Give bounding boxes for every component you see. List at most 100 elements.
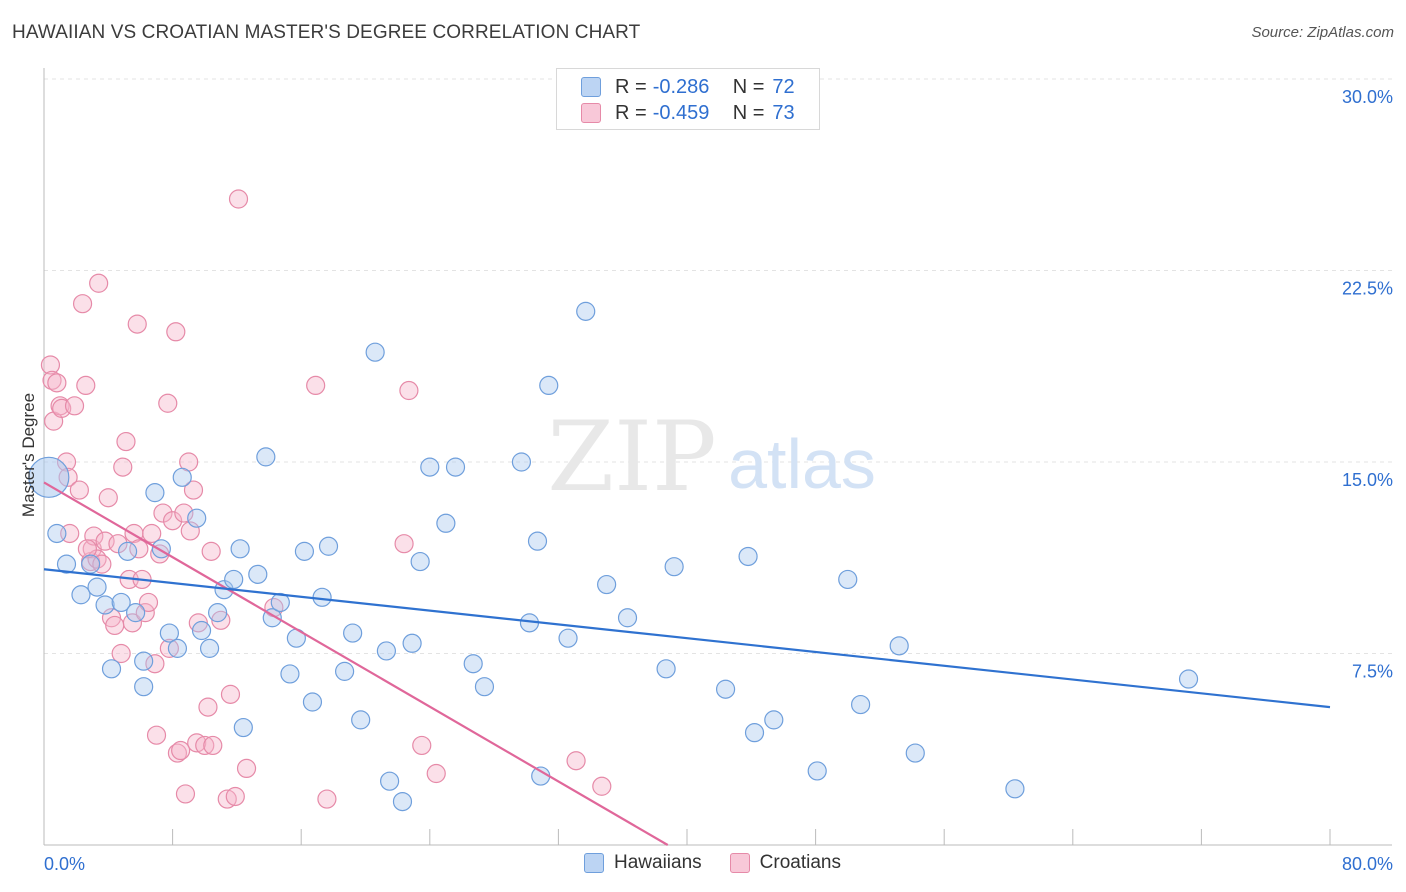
hawaiians-point: [56, 554, 77, 574]
hawaiians-point: [81, 554, 101, 574]
croatians-point: [92, 554, 112, 574]
legend-label-hawaiians: Hawaiians: [614, 852, 702, 873]
croatians-point: [412, 735, 432, 756]
hawaiians-point: [28, 456, 70, 498]
croatians-point: [426, 763, 446, 784]
legend-r-label: R =: [615, 75, 647, 98]
croatians-point: [592, 776, 612, 796]
hawaiians-point: [558, 628, 578, 648]
croatians-point: [135, 603, 155, 623]
hawaiians-point: [656, 659, 676, 679]
croatians-point: [174, 503, 194, 523]
y-axis-label: Master's Degree: [19, 393, 38, 517]
hawaiians-point: [199, 638, 220, 658]
hawaiians-point: [597, 574, 617, 595]
hawaiians-point: [145, 483, 165, 503]
legend-n-value: 72: [772, 75, 795, 98]
hawaiians-point: [248, 564, 268, 584]
stats-legend: R = -0.286 N = 72 R = -0.459 N = 73: [556, 68, 820, 130]
croatians-point: [317, 789, 337, 809]
hawaiians-point: [101, 659, 122, 679]
croatians-point: [203, 735, 223, 756]
watermark-zip: ZIP: [547, 401, 716, 513]
croatians-point: [40, 355, 61, 375]
hawaiians-point: [256, 447, 276, 467]
legend-n-label: N =: [732, 75, 765, 98]
croatians-point: [163, 511, 183, 531]
hawaiians-point: [233, 717, 253, 738]
croatians-point: [142, 523, 162, 544]
hawaiians-point: [1005, 779, 1025, 799]
y-tick-label: 15.0%: [1342, 470, 1393, 490]
hawaiians-point: [172, 467, 192, 487]
croatians-point: [195, 735, 215, 756]
hawaiians-point: [111, 592, 131, 613]
y-tick-label: 30.0%: [1342, 87, 1393, 107]
hawaiians-point: [134, 651, 154, 671]
hawaiians-point: [117, 541, 138, 561]
legend-row-croatians: R = -0.459 N = 73: [581, 101, 795, 125]
hawaiians-point: [280, 664, 300, 684]
hawaiians-point: [402, 633, 422, 653]
hawaiians-point: [539, 375, 559, 395]
y-tick-label: 7.5%: [1352, 662, 1393, 682]
hawaiians-point: [224, 569, 244, 590]
hawaiians-point: [47, 523, 67, 544]
hawaiians-point: [1178, 669, 1199, 689]
hawaiians-point: [187, 508, 207, 528]
croatians-point: [76, 375, 96, 395]
hawaiians-point: [351, 710, 371, 730]
hawaiians-point: [617, 608, 638, 628]
croatians-point: [394, 534, 414, 554]
x-tick-label-max: 80.0%: [1342, 854, 1393, 874]
legend-r-value: -0.459: [652, 101, 710, 124]
hawaiians-point: [302, 692, 323, 712]
croatians-point: [108, 534, 128, 554]
hawaiians-point: [87, 577, 107, 597]
hawaiians-point: [95, 595, 115, 615]
legend-item-croatians: Croatians: [729, 852, 841, 874]
croatians-point: [158, 393, 178, 413]
croatians-point: [113, 457, 133, 477]
croatians-point: [111, 643, 131, 664]
hawaiians-point: [738, 546, 758, 567]
hawaiians-point: [230, 539, 250, 559]
axes: [43, 68, 1392, 846]
series-legend: Hawaiians Croatians: [584, 852, 869, 874]
hawaiians-point: [905, 743, 925, 763]
croatians-point: [228, 189, 249, 209]
croatians-point: [69, 480, 89, 500]
croatians-point: [225, 786, 245, 807]
legend-n-value: 73: [772, 101, 795, 124]
croatians-point: [145, 654, 165, 674]
hawaiians-trendline: [43, 568, 1331, 709]
croatians-point: [183, 480, 204, 500]
croatians-point: [47, 373, 67, 393]
croatians-point: [98, 488, 118, 508]
croatians-point: [198, 697, 218, 717]
hawaiians-point: [392, 791, 413, 812]
legend-swatch-blue: [581, 77, 601, 97]
croatians-point: [105, 615, 125, 636]
croatians-point: [138, 592, 159, 613]
hawaiians-point: [410, 551, 430, 572]
croatians-point: [122, 613, 143, 633]
grid-lines: [44, 78, 1392, 654]
croatians-point: [127, 314, 147, 334]
croatians-point: [566, 751, 586, 771]
hawaiians-points: [28, 301, 1199, 812]
hawaiians-point: [445, 457, 466, 477]
hawaiians-point: [191, 620, 212, 641]
legend-swatch-blue: [584, 853, 604, 873]
hawaiians-point: [527, 531, 548, 551]
hawaiians-point: [807, 761, 827, 781]
legend-swatch-pink: [581, 103, 601, 123]
croatians-point: [153, 503, 173, 523]
legend-n-label: N =: [732, 101, 765, 124]
croatians-point: [166, 322, 186, 342]
hawaiians-point: [318, 536, 339, 556]
hawaiians-point: [167, 638, 188, 658]
hawaiians-point: [576, 301, 596, 321]
croatians-point: [159, 638, 179, 658]
